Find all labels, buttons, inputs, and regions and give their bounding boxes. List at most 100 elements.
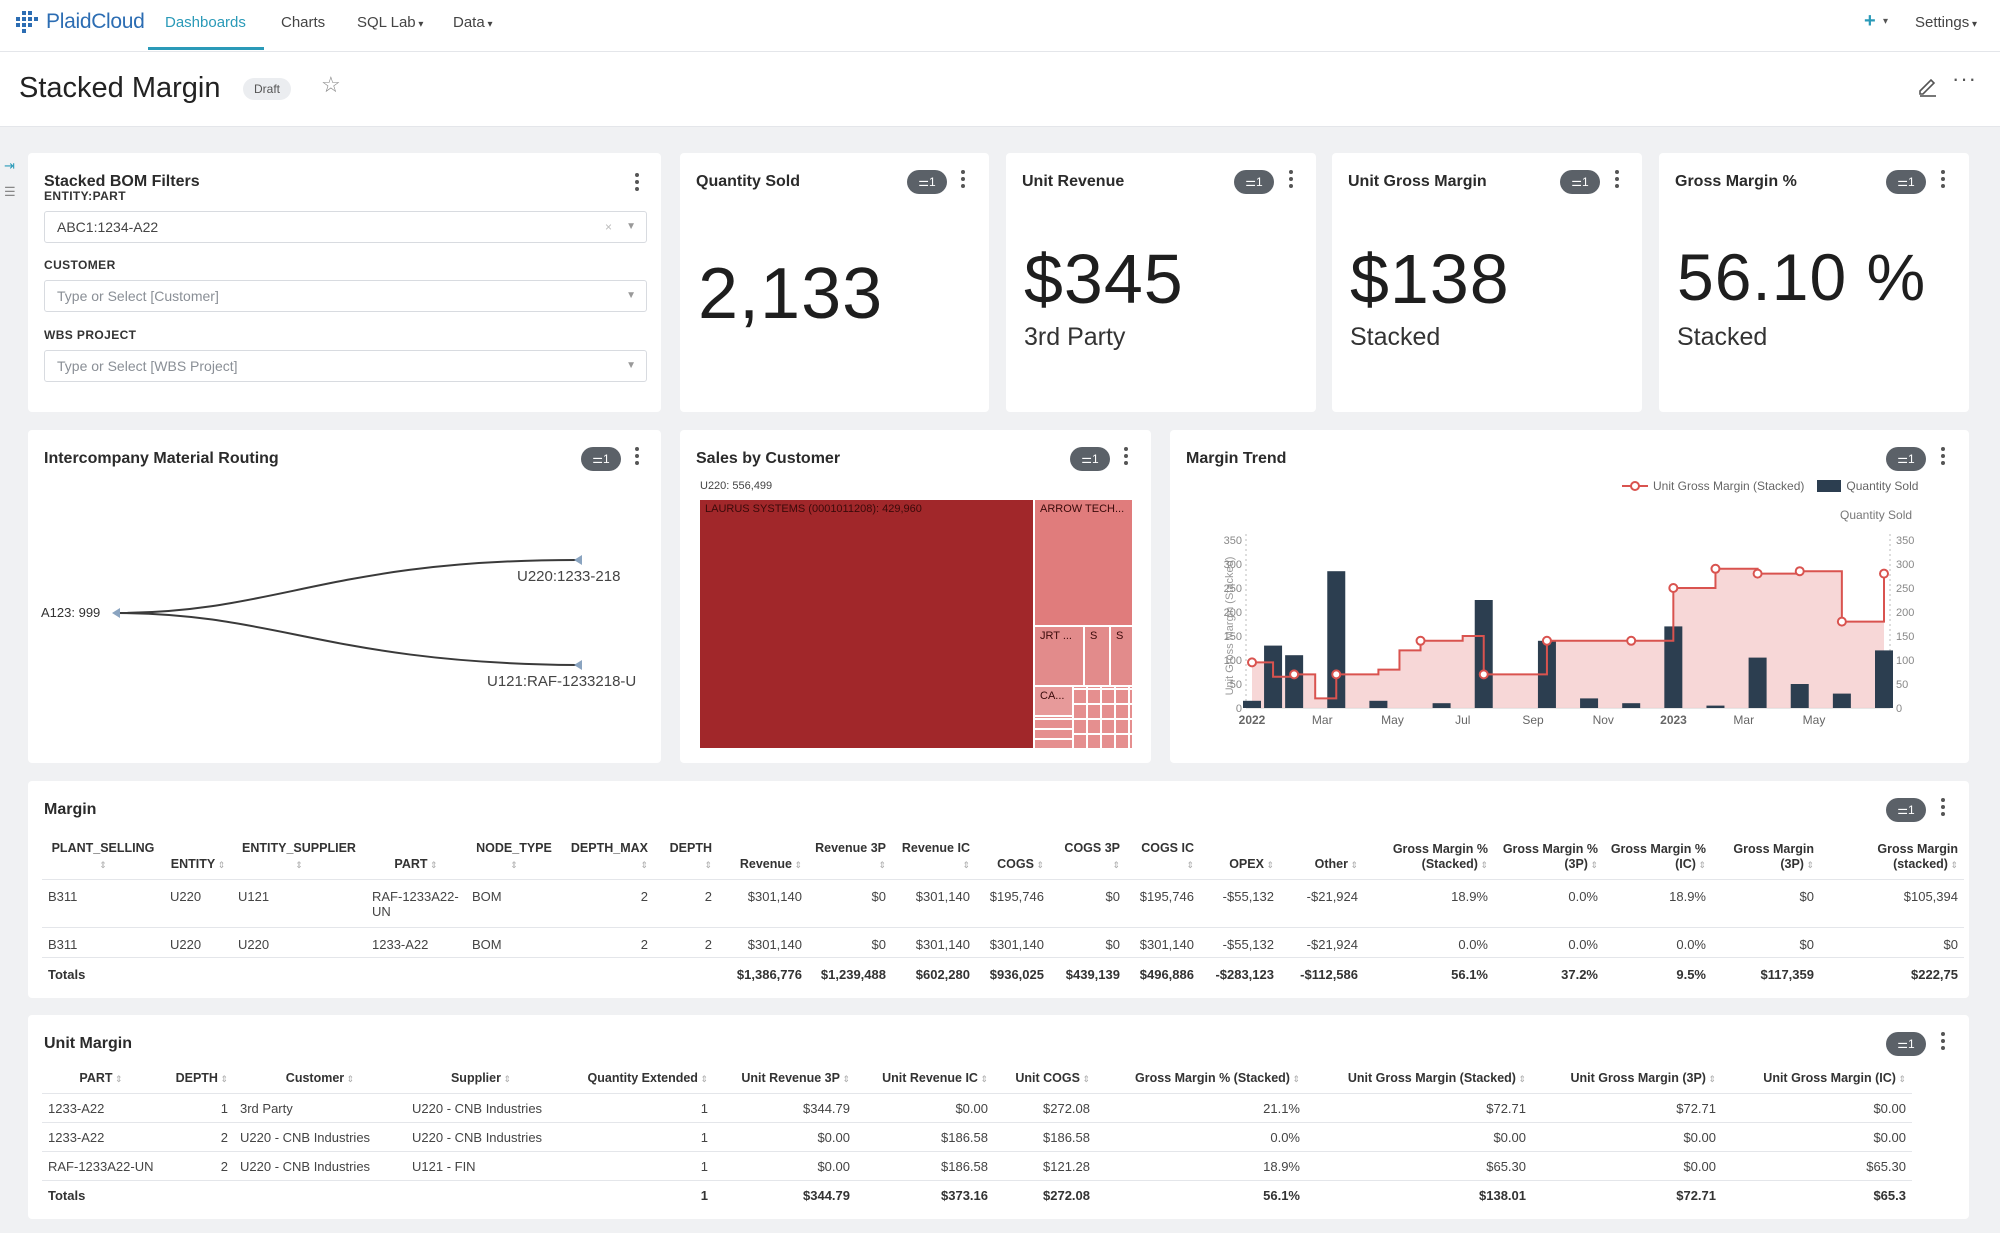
routing-target-node[interactable]: U121:RAF-1233218-U [487, 673, 637, 690]
clear-icon[interactable]: × [604, 220, 612, 234]
filter-icon[interactable]: ☰ [4, 184, 16, 199]
margin-point[interactable] [1879, 568, 1889, 579]
routing-source-node[interactable]: A123: 999 [41, 605, 101, 620]
kebab-menu-icon[interactable] [1940, 445, 1946, 465]
filter-badge[interactable]: ⚌1 [1560, 170, 1600, 194]
quantity-bar[interactable] [1243, 700, 1261, 708]
column-header[interactable]: Gross Margin (stacked) [1820, 831, 1964, 879]
column-header[interactable]: OPEX [1200, 831, 1280, 879]
column-header[interactable]: Unit Gross Margin (IC) [1722, 1067, 1912, 1093]
treemap-cell[interactable]: ARROW TECH... [1035, 500, 1132, 625]
treemap-cell[interactable]: JRT ... [1035, 627, 1083, 685]
filter-badge[interactable]: ⚌1 [907, 170, 947, 194]
treemap-small-cells[interactable] [1035, 717, 1072, 748]
column-header[interactable]: Unit Gross Margin (Stacked) [1306, 1067, 1532, 1093]
column-header[interactable]: Revenue [718, 831, 808, 879]
quantity-bar[interactable] [1748, 657, 1767, 708]
chevron-down-icon[interactable]: ▾ [1883, 16, 1889, 27]
margin-point[interactable] [1478, 669, 1489, 680]
margin-point[interactable] [1626, 635, 1637, 646]
quantity-bar[interactable] [1285, 655, 1304, 708]
star-icon[interactable]: ☆ [321, 72, 341, 97]
legend-line-marker-icon[interactable] [1622, 480, 1648, 492]
margin-point[interactable] [1794, 566, 1805, 577]
column-header[interactable]: Unit COGS [994, 1067, 1096, 1093]
nav-dashboards[interactable]: Dashboards [165, 14, 246, 31]
wbs-project-select[interactable]: Type or Select [WBS Project] ▼ [44, 350, 647, 382]
status-badge[interactable]: Draft [243, 78, 292, 100]
treemap-cell[interactable]: LAURUS SYSTEMS (0001011208): 429,960 [700, 500, 1033, 748]
table-row[interactable]: RAF-1233A22-UN 2 U220 - CNB Industries U121… [42, 1150, 1912, 1180]
margin-point[interactable] [1289, 669, 1300, 680]
margin-point[interactable] [1752, 568, 1763, 579]
column-header[interactable]: Gross Margin % (IC) [1604, 831, 1712, 879]
column-header[interactable]: COGS IC [1126, 831, 1200, 879]
nav-data[interactable]: Data ▾ [453, 14, 493, 31]
treemap-cell[interactable]: S [1111, 627, 1132, 685]
margin-point[interactable] [1668, 583, 1679, 593]
node-marker[interactable] [112, 608, 120, 618]
more-horizontal-icon[interactable]: ··· [1952, 66, 1977, 91]
routing-target-node[interactable]: U220:1233-218 [517, 568, 621, 585]
column-header[interactable]: Gross Margin % (3P) [1494, 831, 1604, 879]
filter-badge[interactable]: ⚌1 [1234, 170, 1274, 194]
column-header[interactable]: ENTITY [164, 831, 232, 879]
expand-panel-icon[interactable]: ⇥ [4, 158, 15, 173]
table-row[interactable]: 1233-A22 1 3rd Party U220 - CNB Industries 1… [42, 1092, 1912, 1122]
kebab-menu-icon[interactable] [960, 168, 966, 188]
table-row[interactable]: B311 U220 U121 RAF-1233A22-UN BOM 2 2 $301,140 $… [42, 878, 1964, 927]
edit-icon[interactable] [1916, 74, 1940, 98]
quantity-bar[interactable] [1622, 703, 1641, 708]
quantity-bar[interactable] [1432, 703, 1451, 708]
column-header[interactable]: DEPTH [160, 1067, 234, 1093]
kebab-menu-icon[interactable] [1940, 796, 1946, 816]
node-marker[interactable] [574, 660, 582, 670]
kebab-menu-icon[interactable] [1614, 168, 1620, 188]
column-header[interactable]: COGS 3P [1050, 831, 1126, 879]
quantity-bar[interactable] [1580, 698, 1599, 708]
legend-bar-marker-icon[interactable] [1817, 480, 1842, 492]
kebab-menu-icon[interactable] [634, 445, 640, 465]
column-header[interactable]: Supplier [406, 1067, 556, 1093]
filter-badge[interactable]: ⚌1 [1886, 447, 1926, 471]
margin-point[interactable] [1541, 635, 1552, 646]
margin-point[interactable] [1415, 635, 1426, 646]
treemap-cell[interactable]: S [1085, 627, 1109, 685]
column-header[interactable]: Unit Gross Margin (3P) [1532, 1067, 1722, 1093]
column-header[interactable]: Gross Margin (3P) [1712, 831, 1820, 879]
column-header[interactable]: Unit Revenue 3P [714, 1067, 856, 1093]
table-row[interactable]: B311 U220 U220 1233-A22 BOM 2 2 $301,140 $0 $301,… [42, 926, 1964, 957]
margin-point[interactable] [1836, 616, 1847, 627]
column-header[interactable]: NODE_TYPE [466, 831, 562, 879]
customer-select[interactable]: Type or Select [Customer] ▼ [44, 280, 647, 312]
filter-badge[interactable]: ⚌1 [1886, 798, 1926, 822]
quantity-bar[interactable] [1369, 700, 1388, 708]
brand-logo[interactable]: PlaidCloud [14, 6, 145, 38]
column-header[interactable]: Revenue 3P [808, 831, 892, 879]
column-header[interactable]: Customer [234, 1067, 406, 1093]
quantity-bar[interactable] [1790, 684, 1809, 708]
column-header[interactable]: PART [42, 1067, 160, 1093]
column-header[interactable]: PLANT_SELLING [42, 831, 164, 879]
nav-charts[interactable]: Charts [281, 14, 326, 31]
entity-part-select[interactable]: ABC1:1234-A22 × ▼ [44, 211, 647, 243]
quantity-bar[interactable] [1706, 705, 1725, 708]
margin-point[interactable] [1331, 669, 1342, 680]
filter-badge[interactable]: ⚌1 [1070, 447, 1110, 471]
kebab-menu-icon[interactable] [1123, 445, 1129, 465]
column-header[interactable]: DEPTH_MAX [562, 831, 654, 879]
column-header[interactable]: Unit Revenue IC [856, 1067, 994, 1093]
column-header[interactable]: Gross Margin % (Stacked) [1096, 1067, 1306, 1093]
kebab-menu-icon[interactable] [1288, 168, 1294, 188]
column-header[interactable]: ENTITY_SUPPLIER [232, 831, 366, 879]
nav-sql-lab[interactable]: SQL Lab ▾ [357, 14, 423, 31]
node-marker[interactable] [574, 555, 582, 565]
filter-badge[interactable]: ⚌1 [1886, 1032, 1926, 1056]
kebab-menu-icon[interactable] [1940, 1030, 1946, 1050]
legend-line-label[interactable]: Unit Gross Margin (Stacked) [1653, 479, 1805, 493]
column-header[interactable]: Quantity Extended [556, 1067, 714, 1093]
column-header[interactable]: Gross Margin % (Stacked) [1364, 831, 1494, 879]
filter-badge[interactable]: ⚌1 [1886, 170, 1926, 194]
filter-badge[interactable]: ⚌1 [581, 447, 621, 471]
column-header[interactable]: Revenue IC [892, 831, 976, 879]
